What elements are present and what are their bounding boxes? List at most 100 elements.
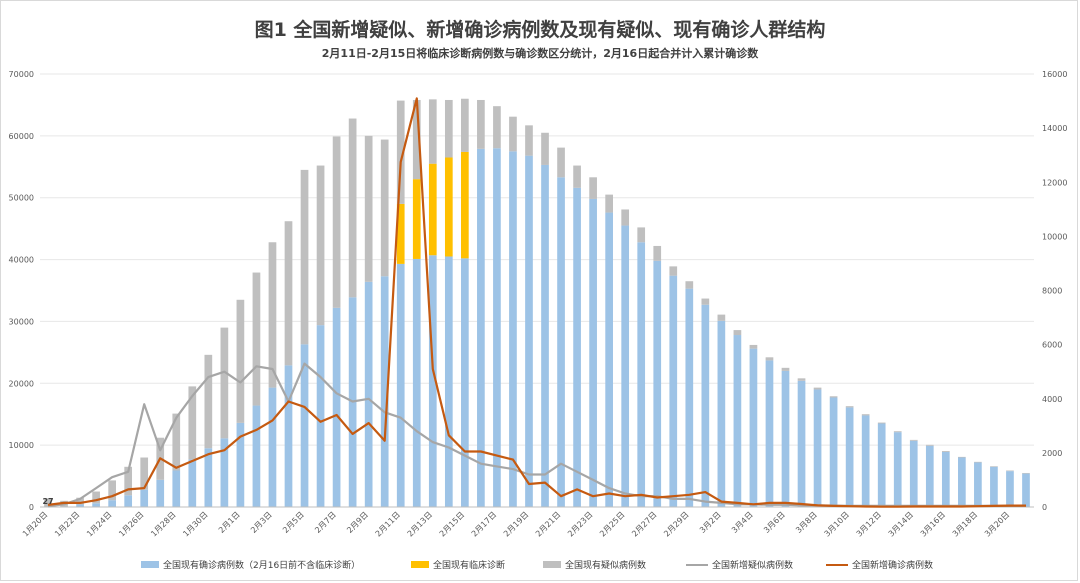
bar-current-suspected bbox=[589, 177, 597, 199]
bar-current-confirmed bbox=[781, 370, 790, 507]
y-left-tick-label: 60000 bbox=[9, 132, 34, 141]
bar-current-suspected bbox=[188, 386, 197, 460]
bar-current-suspected bbox=[717, 314, 726, 321]
bar-current-suspected bbox=[172, 413, 181, 471]
y-left-tick-label: 0 bbox=[29, 503, 34, 512]
bar-current-confirmed bbox=[573, 187, 581, 507]
y-right-tick-label: 2000 bbox=[1042, 449, 1062, 458]
y-right-tick-label: 0 bbox=[1042, 503, 1047, 512]
x-tick-label: 2月1日 bbox=[217, 510, 242, 535]
x-tick-label: 1月20日 bbox=[21, 510, 49, 538]
bar-current-confirmed bbox=[733, 335, 742, 507]
bar-clinical bbox=[444, 157, 453, 257]
bar-current-suspected bbox=[781, 367, 790, 371]
bar-current-confirmed bbox=[525, 155, 533, 507]
bar-current-suspected bbox=[461, 98, 469, 152]
bar-current-confirmed bbox=[124, 495, 133, 507]
x-tick-label: 2月13日 bbox=[406, 510, 434, 538]
legend-label-current-confirmed: 全国现有确诊病例数（2月16日前不含临床诊断） bbox=[163, 561, 361, 571]
bar-clinical bbox=[396, 203, 405, 264]
bar-current-confirmed bbox=[252, 405, 261, 507]
bar-current-confirmed bbox=[653, 260, 662, 507]
y-left-tick-label: 40000 bbox=[9, 256, 34, 265]
bar-current-suspected bbox=[204, 354, 213, 449]
y-right-tick-label: 16000 bbox=[1042, 70, 1067, 79]
x-tick-label: 2月11日 bbox=[374, 510, 402, 538]
x-tick-label: 3月20日 bbox=[983, 510, 1011, 538]
bar-current-confirmed bbox=[1022, 473, 1030, 507]
x-tick-label: 2月23日 bbox=[566, 510, 594, 538]
bar-current-confirmed bbox=[268, 387, 277, 507]
bar-current-suspected bbox=[380, 139, 389, 277]
bar-current-suspected bbox=[845, 406, 854, 408]
bar-current-suspected bbox=[124, 466, 133, 496]
bar-current-confirmed bbox=[877, 423, 886, 507]
x-tick-label: 3月16日 bbox=[919, 510, 947, 538]
legend-swatch-current-confirmed bbox=[141, 561, 159, 568]
bar-current-suspected bbox=[364, 135, 373, 282]
y-right-tick-label: 12000 bbox=[1042, 178, 1067, 187]
y-left-tick-label: 10000 bbox=[9, 441, 34, 450]
bar-current-confirmed bbox=[621, 225, 630, 508]
legend-label-new-suspected: 全国新增疑似病例数 bbox=[712, 561, 794, 571]
y-left-tick-label: 30000 bbox=[9, 317, 34, 326]
bar-current-suspected bbox=[637, 227, 646, 243]
x-tick-label: 1月30日 bbox=[181, 510, 209, 538]
bar-current-suspected bbox=[396, 100, 405, 204]
bar-current-confirmed bbox=[958, 457, 966, 507]
bar-current-confirmed bbox=[893, 432, 902, 507]
bar-current-suspected bbox=[557, 147, 565, 178]
legend-swatch-current-suspected bbox=[543, 561, 561, 568]
x-tick-label: 3月10日 bbox=[823, 510, 851, 538]
bar-current-confirmed bbox=[380, 276, 389, 507]
bar-current-suspected bbox=[974, 461, 982, 463]
bar-current-confirmed bbox=[909, 440, 918, 507]
bar-current-confirmed bbox=[925, 445, 934, 507]
bar-current-confirmed bbox=[685, 288, 694, 507]
bar-current-suspected bbox=[701, 298, 710, 305]
x-tick-label: 2月15日 bbox=[438, 510, 466, 538]
x-tick-label: 2月7日 bbox=[313, 510, 338, 535]
bar-current-suspected bbox=[1006, 470, 1014, 472]
bar-current-confirmed bbox=[509, 151, 517, 508]
y-left-tick-label: 70000 bbox=[9, 70, 34, 79]
chart-title: 图1 全国新增疑似、新增确诊病例数及现有疑似、现有确诊人群结构 bbox=[254, 19, 826, 41]
bar-current-confirmed bbox=[749, 348, 758, 507]
bar-clinical bbox=[428, 163, 437, 256]
bar-current-suspected bbox=[493, 106, 501, 149]
bar-current-confirmed bbox=[461, 258, 469, 507]
bar-current-suspected bbox=[348, 118, 357, 298]
bar-current-suspected bbox=[509, 116, 517, 152]
bar-current-suspected bbox=[316, 165, 325, 326]
bar-current-suspected bbox=[573, 165, 581, 188]
y-left-tick-label: 50000 bbox=[9, 194, 34, 203]
bar-current-confirmed bbox=[605, 212, 613, 507]
bar-current-suspected bbox=[541, 132, 549, 165]
bar-current-confirmed bbox=[861, 415, 870, 507]
bar-current-confirmed bbox=[364, 281, 373, 507]
x-tick-label: 1月24日 bbox=[85, 510, 113, 538]
x-tick-label: 2月27日 bbox=[630, 510, 658, 538]
bar-current-confirmed bbox=[444, 256, 453, 507]
bar-current-confirmed bbox=[1006, 471, 1014, 507]
bar-current-confirmed bbox=[236, 422, 245, 507]
x-tick-label: 3月18日 bbox=[951, 510, 979, 538]
x-tick-label: 3月14日 bbox=[887, 510, 915, 538]
bar-current-confirmed bbox=[557, 177, 565, 507]
bar-current-suspected bbox=[268, 242, 277, 388]
y-right-tick-label: 10000 bbox=[1042, 232, 1067, 241]
x-tick-label: 2月21日 bbox=[534, 510, 562, 538]
bar-current-suspected bbox=[925, 444, 934, 446]
bar-current-confirmed bbox=[765, 360, 774, 507]
bar-current-confirmed bbox=[701, 304, 710, 507]
bar-current-suspected bbox=[140, 457, 149, 490]
y-right-tick-label: 14000 bbox=[1042, 124, 1067, 133]
bar-current-suspected bbox=[669, 266, 678, 276]
y-right-tick-label: 6000 bbox=[1042, 341, 1062, 350]
bar-current-suspected bbox=[477, 99, 485, 149]
legend-swatch-new-suspected bbox=[686, 563, 708, 566]
bar-current-suspected bbox=[877, 422, 886, 424]
bar-current-confirmed bbox=[829, 397, 838, 507]
bar-current-confirmed bbox=[188, 459, 197, 507]
bar-current-confirmed bbox=[589, 198, 597, 508]
